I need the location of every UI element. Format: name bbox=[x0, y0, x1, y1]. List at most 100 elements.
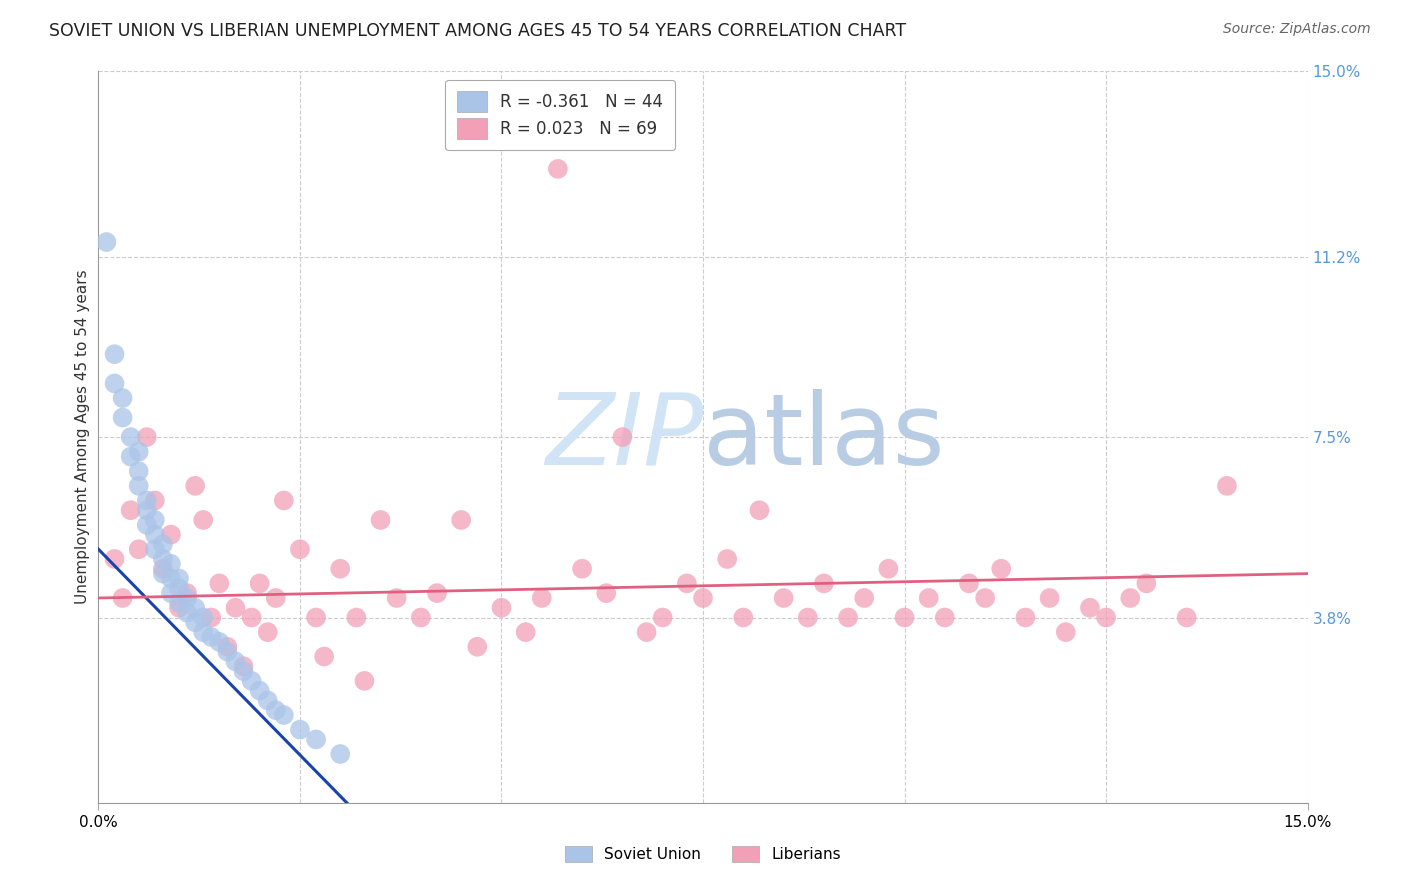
Point bbox=[184, 479, 207, 493]
Point bbox=[103, 376, 125, 391]
Point bbox=[160, 572, 183, 586]
Point bbox=[184, 600, 207, 615]
Point bbox=[160, 527, 183, 541]
Point bbox=[256, 693, 278, 707]
Point bbox=[612, 430, 634, 444]
Point bbox=[450, 513, 472, 527]
Point bbox=[176, 606, 198, 620]
Point bbox=[636, 625, 658, 640]
Point bbox=[273, 493, 295, 508]
Point bbox=[1078, 600, 1101, 615]
Point bbox=[103, 347, 125, 361]
Point bbox=[465, 640, 488, 654]
Point bbox=[974, 591, 997, 605]
Point bbox=[217, 640, 239, 654]
Point bbox=[1039, 591, 1062, 605]
Point bbox=[329, 747, 352, 761]
Point bbox=[128, 444, 150, 458]
Point bbox=[167, 600, 190, 615]
Point bbox=[547, 161, 569, 176]
Point bbox=[409, 610, 432, 624]
Text: Source: ZipAtlas.com: Source: ZipAtlas.com bbox=[1223, 22, 1371, 37]
Point bbox=[240, 610, 263, 624]
Point bbox=[249, 683, 271, 698]
Point bbox=[426, 586, 449, 600]
Point bbox=[208, 635, 231, 649]
Point bbox=[232, 664, 254, 678]
Point bbox=[167, 581, 190, 595]
Y-axis label: Unemployment Among Ages 45 to 54 years: Unemployment Among Ages 45 to 54 years bbox=[75, 269, 90, 605]
Point bbox=[152, 537, 174, 551]
Point bbox=[135, 493, 157, 508]
Point bbox=[167, 572, 190, 586]
Point bbox=[344, 610, 367, 624]
Point bbox=[370, 513, 392, 527]
Point bbox=[329, 562, 352, 576]
Point bbox=[152, 566, 174, 581]
Point bbox=[256, 625, 278, 640]
Point bbox=[240, 673, 263, 688]
Text: atlas: atlas bbox=[703, 389, 945, 485]
Point bbox=[1014, 610, 1036, 624]
Point bbox=[193, 513, 215, 527]
Point bbox=[595, 586, 617, 600]
Point bbox=[135, 517, 157, 532]
Point bbox=[1119, 591, 1142, 605]
Point bbox=[143, 493, 166, 508]
Point bbox=[217, 645, 239, 659]
Point bbox=[128, 479, 150, 493]
Point bbox=[273, 708, 295, 723]
Point bbox=[853, 591, 876, 605]
Point bbox=[111, 410, 134, 425]
Point bbox=[224, 654, 246, 668]
Text: SOVIET UNION VS LIBERIAN UNEMPLOYMENT AMONG AGES 45 TO 54 YEARS CORRELATION CHAR: SOVIET UNION VS LIBERIAN UNEMPLOYMENT AM… bbox=[49, 22, 907, 40]
Point bbox=[143, 542, 166, 557]
Legend: Soviet Union, Liberians: Soviet Union, Liberians bbox=[558, 840, 848, 868]
Point bbox=[893, 610, 915, 624]
Point bbox=[385, 591, 408, 605]
Point bbox=[264, 703, 287, 717]
Point bbox=[167, 596, 190, 610]
Point bbox=[249, 576, 271, 591]
Point bbox=[491, 600, 513, 615]
Point bbox=[208, 576, 231, 591]
Point bbox=[160, 586, 183, 600]
Point bbox=[1216, 479, 1239, 493]
Point bbox=[716, 552, 738, 566]
Point bbox=[837, 610, 859, 624]
Point bbox=[571, 562, 593, 576]
Point bbox=[120, 430, 142, 444]
Point bbox=[264, 591, 287, 605]
Point bbox=[314, 649, 336, 664]
Point bbox=[288, 723, 311, 737]
Point bbox=[143, 527, 166, 541]
Point bbox=[1175, 610, 1198, 624]
Point bbox=[651, 610, 673, 624]
Point bbox=[152, 562, 174, 576]
Point bbox=[813, 576, 835, 591]
Point bbox=[1135, 576, 1157, 591]
Point bbox=[288, 542, 311, 557]
Point bbox=[676, 576, 699, 591]
Point bbox=[232, 659, 254, 673]
Point bbox=[193, 610, 215, 624]
Point bbox=[990, 562, 1012, 576]
Point bbox=[160, 557, 183, 571]
Point bbox=[1054, 625, 1077, 640]
Point bbox=[200, 630, 222, 644]
Point bbox=[128, 542, 150, 557]
Point bbox=[96, 235, 118, 249]
Point bbox=[120, 450, 142, 464]
Point bbox=[111, 591, 134, 605]
Point bbox=[200, 610, 222, 624]
Point bbox=[128, 464, 150, 478]
Point bbox=[748, 503, 770, 517]
Point bbox=[111, 391, 134, 405]
Point bbox=[877, 562, 900, 576]
Point bbox=[152, 552, 174, 566]
Point bbox=[135, 503, 157, 517]
Point bbox=[120, 503, 142, 517]
Point bbox=[515, 625, 537, 640]
Point bbox=[305, 732, 328, 747]
Point bbox=[733, 610, 755, 624]
